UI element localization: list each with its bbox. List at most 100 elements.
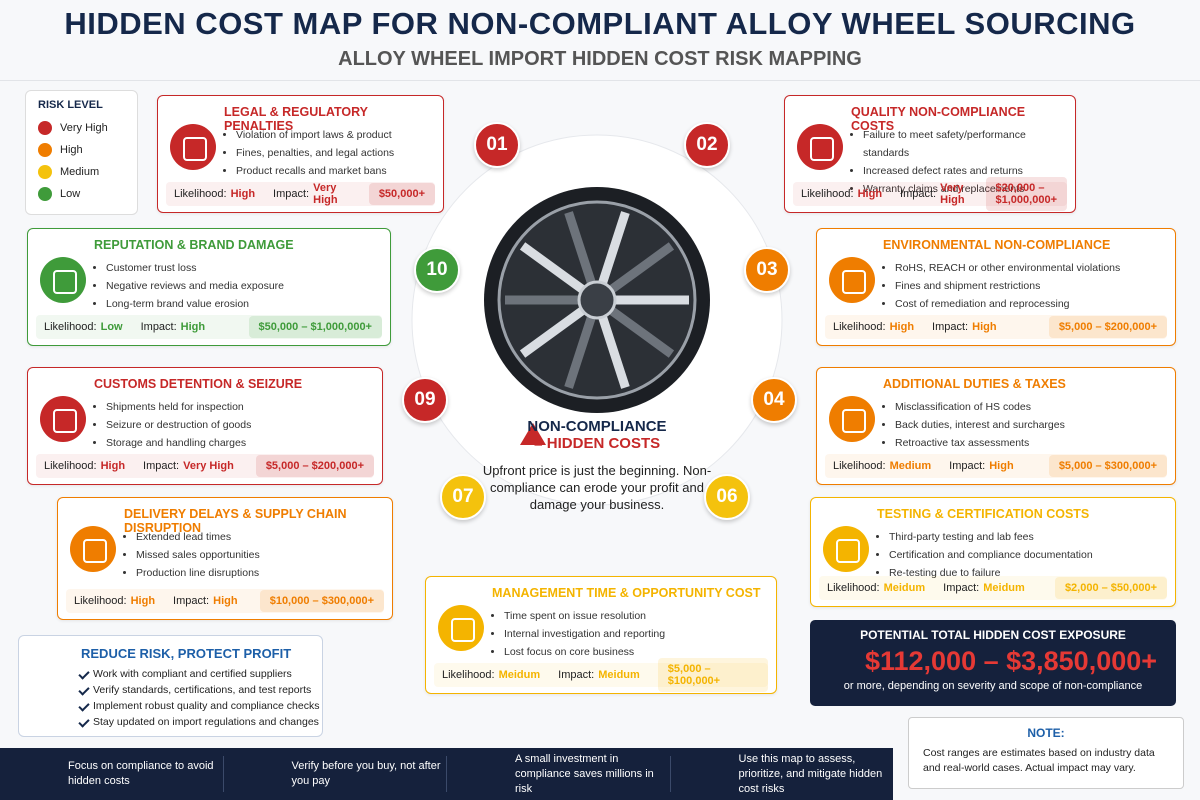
likelihood-value: Medium xyxy=(889,460,932,472)
legend-item: High xyxy=(38,139,125,161)
card-footer: Likelihood: High Impact: High $5,000 – $200,… xyxy=(825,315,1167,339)
legend-item: Medium xyxy=(38,161,125,183)
likelihood-label: Likelihood: xyxy=(442,669,495,681)
footer-item: Verify before you buy, not after you pay xyxy=(224,756,447,792)
card-title: ADDITIONAL DUTIES & TAXES xyxy=(883,377,1066,391)
card-bullet: Back duties, interest and surcharges xyxy=(895,416,1169,434)
total-amount: $112,000 – $3,850,000+ xyxy=(864,646,1158,676)
number-badge: 02 xyxy=(684,122,730,168)
legend-label: Low xyxy=(60,188,81,200)
footer-item: A small investment in compliance saves m… xyxy=(447,753,671,795)
legend-label: Very High xyxy=(60,122,108,134)
likelihood-label: Likelihood: xyxy=(801,188,854,200)
footer-text: Verify before you buy, not after you pay xyxy=(291,760,441,787)
likelihood-label: Likelihood: xyxy=(833,321,886,333)
cost-range: $5,000 – $100,000+ xyxy=(657,658,768,692)
card-bullets: Third-party testing and lab feesCertific… xyxy=(877,528,1169,582)
impact-value: Very High xyxy=(183,460,234,472)
reduce-list: Work with compliant and certified suppli… xyxy=(79,666,319,730)
legend-item: Very High xyxy=(38,117,125,139)
title: HIDDEN COST MAP FOR NON-COMPLIANT ALLOY … xyxy=(64,6,1136,41)
likelihood-value: High xyxy=(857,188,883,200)
reduce-item: Stay updated on import regulations and c… xyxy=(79,714,319,730)
card-title: DELIVERY DELAYS & SUPPLY CHAIN DISRUPTIO… xyxy=(124,507,347,535)
card-bullet: Re-testing due to failure xyxy=(889,564,1169,582)
card-bullet: Lost focus on core business xyxy=(504,643,770,661)
number-badge: 10 xyxy=(414,247,460,293)
risk-card: QUALITY NON-COMPLIANCE COSTSFailure to m… xyxy=(784,95,1076,213)
card-bullets: Failure to meet safety/performance stand… xyxy=(851,126,1069,198)
likelihood-value: Meidum xyxy=(883,582,926,594)
note-box: NOTE: Cost ranges are estimates based on… xyxy=(908,717,1184,789)
impact-value: Very High xyxy=(940,182,965,206)
center-subheading: = HIDDEN COSTS xyxy=(533,435,661,452)
card-bullets: Shipments held for inspectionSeizure or … xyxy=(94,398,376,452)
card-bullet: Third-party testing and lab fees xyxy=(889,528,1169,546)
likelihood-label: Likelihood: xyxy=(74,595,127,607)
card-bullet: Internal investigation and reporting xyxy=(504,625,770,643)
number-badge: 09 xyxy=(402,377,448,423)
impact-label: Impact: xyxy=(140,321,177,333)
card-bullet: Cost of remediation and reprocessing xyxy=(895,295,1169,313)
card-bullets: Misclassification of HS codesBack duties… xyxy=(883,398,1169,452)
card-title: QUALITY NON-COMPLIANCE COSTS xyxy=(851,105,1026,133)
impact-label: Impact: xyxy=(932,321,969,333)
card-bullet: Violation of import laws & product xyxy=(236,126,437,144)
card-title: LEGAL & REGULATORY PENALTIES xyxy=(224,105,368,133)
likelihood-value: High xyxy=(130,595,156,607)
card-bullets: Extended lead timesMissed sales opportun… xyxy=(124,528,386,582)
card-bullet: Increased defect rates and returns xyxy=(863,162,1069,180)
card-footer: Likelihood: High Impact: Very High $5,000 – … xyxy=(36,454,374,478)
likelihood-label: Likelihood: xyxy=(174,188,227,200)
impact-label: Impact: xyxy=(943,582,980,594)
impact-label: Impact: xyxy=(558,669,595,681)
footer-item: Focus on compliance to avoid hidden cost… xyxy=(0,756,224,792)
number-badge: 06 xyxy=(704,474,750,520)
card-bullet: Extended lead times xyxy=(136,528,386,546)
legend-title: RISK LEVEL xyxy=(38,99,103,111)
card-footer: Likelihood: High Impact: Very High $20,000 –… xyxy=(793,177,1067,211)
cost-range: $2,000 – $50,000+ xyxy=(1054,577,1167,599)
card-bullet: Misclassification of HS codes xyxy=(895,398,1169,416)
card-footer: Likelihood: Medium Impact: High $5,000 – $30… xyxy=(825,454,1167,478)
card-bullets: Customer trust lossNegative reviews and … xyxy=(94,259,384,313)
likelihood-label: Likelihood: xyxy=(44,460,97,472)
risk-card: ADDITIONAL DUTIES & TAXES Misclassificati… xyxy=(816,367,1176,485)
legend-swatch xyxy=(38,187,52,201)
impact-label: Impact: xyxy=(900,188,937,200)
legend-swatch xyxy=(38,143,52,157)
impact-value: Meidum xyxy=(598,669,640,681)
risk-card: TESTING & CERTIFICATION COSTS Third-party… xyxy=(810,497,1176,607)
center-heading: NON-COMPLIANCE xyxy=(527,418,667,435)
impact-value: Meidum xyxy=(983,582,1025,594)
risk-card: REPUTATION & BRAND DAMAGE Customer trust … xyxy=(27,228,391,346)
card-bullet: Fines and shipment restrictions xyxy=(895,277,1169,295)
likelihood-value: High xyxy=(100,460,126,472)
likelihood-value: High xyxy=(230,188,256,200)
card-icon xyxy=(829,257,875,303)
divider xyxy=(0,80,1200,81)
footer-text: A small investment in compliance saves m… xyxy=(515,752,654,795)
card-footer: Likelihood: High Impact: High $10,000 – $300… xyxy=(66,589,384,613)
likelihood-label: Likelihood: xyxy=(833,460,886,472)
card-bullet: Shipments held for inspection xyxy=(106,398,376,416)
likelihood-value: Meidum xyxy=(498,669,541,681)
center-message: NON-COMPLIANCE = HIDDEN COSTS Upfront pr… xyxy=(482,418,712,513)
reduce-item: Work with compliant and certified suppli… xyxy=(79,666,319,682)
warning-icon xyxy=(520,423,546,445)
cost-range: $5,000 – $200,000+ xyxy=(255,455,374,477)
number-badge: 03 xyxy=(744,247,790,293)
card-footer: Likelihood: High Impact: Very High $50,000+ xyxy=(166,182,435,206)
impact-label: Impact: xyxy=(143,460,180,472)
legend-swatch xyxy=(38,165,52,179)
legend: RISK LEVEL Very High High Medium Low xyxy=(25,90,138,215)
legend-label: Medium xyxy=(60,166,100,178)
likelihood-value: Low xyxy=(100,321,123,333)
center-body: Upfront price is just the beginning. Non… xyxy=(482,463,712,512)
likelihood-label: Likelihood: xyxy=(827,582,880,594)
card-bullets: RoHS, REACH or other environmental viola… xyxy=(883,259,1169,313)
card-bullet: Warranty claims and replacements xyxy=(863,180,1069,198)
